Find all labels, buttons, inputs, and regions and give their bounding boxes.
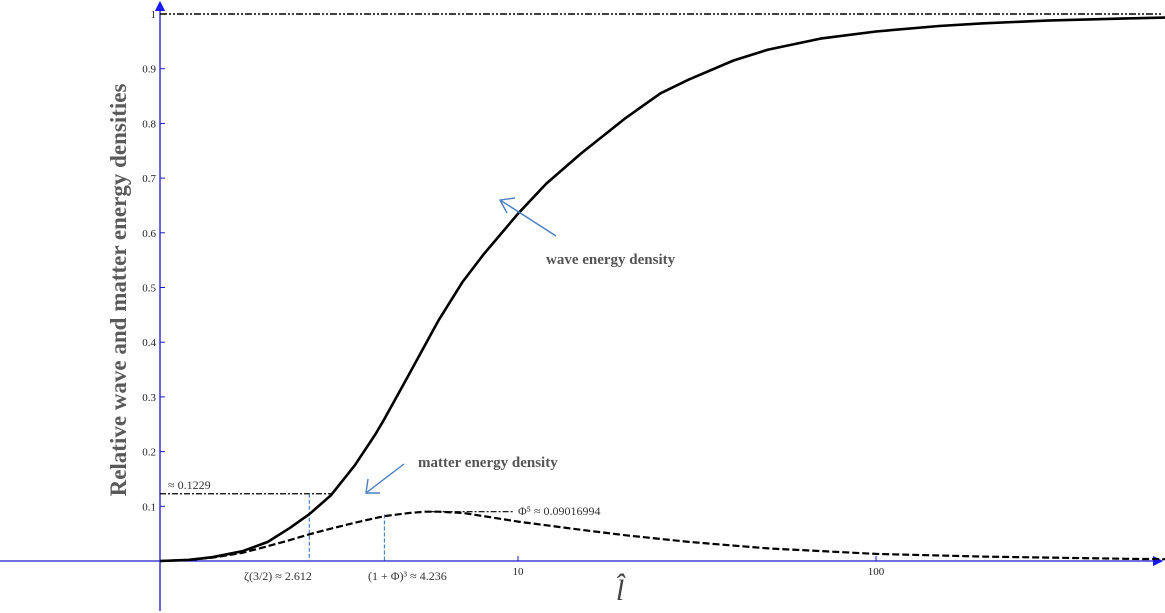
y-tick-label: 0.1	[142, 501, 156, 513]
y-tick-label: 0.7	[142, 173, 156, 185]
matter-energy-density-label: matter energy density	[418, 455, 558, 471]
y-tick-label: 0.9	[142, 64, 156, 76]
y-tick-label: 0.3	[142, 392, 156, 404]
matter-pointer-arrow	[365, 463, 405, 494]
zeta-label: ζ(3/2) ≈ 2.612	[244, 569, 312, 583]
y-tick-label: 0.4	[142, 337, 156, 349]
y-tick-label: 0.6	[142, 228, 156, 240]
wave-pointer-arrow	[498, 197, 557, 237]
y-tick-label: 1	[151, 9, 157, 21]
one-plus-phi-label: (1 + Φ)³ ≈ 4.236	[368, 569, 447, 583]
x-axis-label: l̂	[616, 573, 626, 607]
y-tick-label: 0.8	[142, 118, 156, 130]
x-tick-label: 100	[868, 566, 885, 578]
reference-lines	[160, 13, 1163, 561]
series-line-wave	[159, 16, 1165, 563]
tick-group: 0.1 0.2 0.3 0.4 0.5 0.6 0.7 0.8 0.9 1 10 100	[142, 9, 885, 578]
phi5-label: Φ⁵ ≈ 0.09016994	[518, 504, 601, 518]
y-tick-label: 0.5	[142, 283, 156, 295]
x-tick-label: 10	[513, 566, 525, 578]
y-axis-label: Relative wave and matter energy densitie…	[106, 84, 131, 497]
y-tick-label: 0.2	[142, 447, 156, 459]
series-group	[159, 16, 1165, 563]
series-line-matter	[159, 510, 1165, 563]
wave-energy-density-label: wave energy density	[546, 252, 676, 268]
value-label-0-1229: ≈ 0.1229	[168, 478, 211, 492]
